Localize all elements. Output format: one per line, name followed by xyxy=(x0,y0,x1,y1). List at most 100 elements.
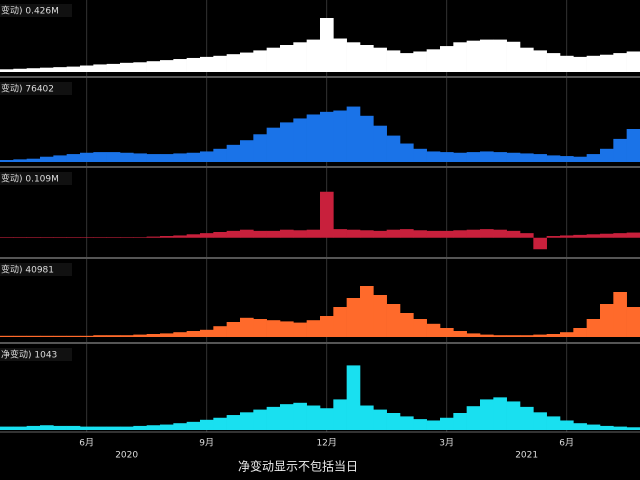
bar xyxy=(306,229,321,238)
bar xyxy=(413,148,427,162)
bar xyxy=(240,140,254,162)
bar xyxy=(200,56,214,72)
panel-label: 净变动) 1043 xyxy=(1,349,57,361)
bar xyxy=(213,55,227,72)
bar xyxy=(133,153,147,162)
bar xyxy=(453,230,467,238)
bar xyxy=(186,421,201,430)
bar xyxy=(506,401,521,430)
bar xyxy=(613,138,627,162)
bar xyxy=(226,322,241,337)
bar xyxy=(133,425,147,430)
bar xyxy=(160,60,174,72)
bar xyxy=(213,148,227,162)
bar xyxy=(146,61,161,72)
bar xyxy=(360,286,374,337)
bar xyxy=(306,320,321,337)
bar xyxy=(506,335,521,337)
bar xyxy=(120,237,134,238)
bar xyxy=(280,45,294,72)
x-year-label: 2021 xyxy=(515,451,538,461)
bar xyxy=(266,47,281,72)
bar xyxy=(266,406,281,430)
bar xyxy=(133,62,147,72)
footer-note: 净变动显示不包括当日 xyxy=(238,459,358,474)
bar xyxy=(346,298,361,337)
bar xyxy=(146,334,161,337)
bar xyxy=(586,154,601,162)
bar xyxy=(466,229,481,238)
bar xyxy=(360,115,374,162)
bar xyxy=(466,40,481,72)
bar xyxy=(333,38,347,72)
bar xyxy=(26,237,41,238)
bar xyxy=(413,51,427,72)
bar xyxy=(626,129,640,162)
bar xyxy=(26,335,41,337)
bar xyxy=(386,413,401,430)
bar xyxy=(520,335,534,337)
bar xyxy=(373,230,387,238)
x-tick-label: 6月 xyxy=(79,438,94,449)
panel-label: 变动) 40981 xyxy=(1,264,54,276)
bar xyxy=(520,47,534,72)
bar xyxy=(346,229,361,238)
bar xyxy=(426,420,441,430)
bar xyxy=(253,50,267,72)
bar xyxy=(186,331,201,337)
bar xyxy=(53,67,67,72)
bar xyxy=(600,233,614,238)
bar xyxy=(480,229,494,238)
bar xyxy=(40,67,54,72)
bar xyxy=(440,46,454,72)
panel-label: 变动) 0.426M xyxy=(1,5,59,17)
panel-label-box xyxy=(0,348,72,361)
bar xyxy=(146,425,161,430)
bar xyxy=(480,399,494,430)
bar xyxy=(293,42,307,72)
bar xyxy=(293,402,307,430)
bar xyxy=(13,237,27,238)
bar xyxy=(93,426,107,430)
bar xyxy=(173,153,187,162)
bar xyxy=(133,237,147,238)
bar xyxy=(493,229,507,238)
bar xyxy=(533,334,547,337)
bar xyxy=(573,423,587,430)
bar xyxy=(586,319,601,337)
bar xyxy=(520,153,534,162)
bar xyxy=(80,237,94,238)
bar xyxy=(320,191,334,238)
x-year-label: 2020 xyxy=(115,451,138,461)
bar xyxy=(480,334,494,337)
bar xyxy=(560,235,574,238)
bar xyxy=(386,135,401,162)
bar xyxy=(400,313,414,337)
bar xyxy=(440,328,454,337)
x-tick-label: 6月 xyxy=(559,438,574,449)
bar xyxy=(560,420,574,430)
bar xyxy=(466,406,481,430)
bar xyxy=(173,59,187,72)
bar xyxy=(106,237,121,238)
bar xyxy=(360,230,374,238)
bar xyxy=(533,412,547,430)
bar xyxy=(613,426,627,430)
bar xyxy=(546,416,561,430)
bar xyxy=(560,55,574,72)
bar xyxy=(333,110,347,162)
bar xyxy=(160,154,174,162)
bar xyxy=(426,323,441,337)
panel-label-box xyxy=(0,4,72,17)
bar xyxy=(253,230,267,238)
bar xyxy=(586,55,601,72)
bar xyxy=(413,319,427,337)
bar xyxy=(26,425,41,430)
bar xyxy=(120,335,134,337)
bar xyxy=(613,53,627,72)
bar xyxy=(333,307,347,337)
bar xyxy=(320,316,334,337)
bar xyxy=(80,335,94,337)
bar xyxy=(106,426,121,430)
bar xyxy=(13,335,27,337)
